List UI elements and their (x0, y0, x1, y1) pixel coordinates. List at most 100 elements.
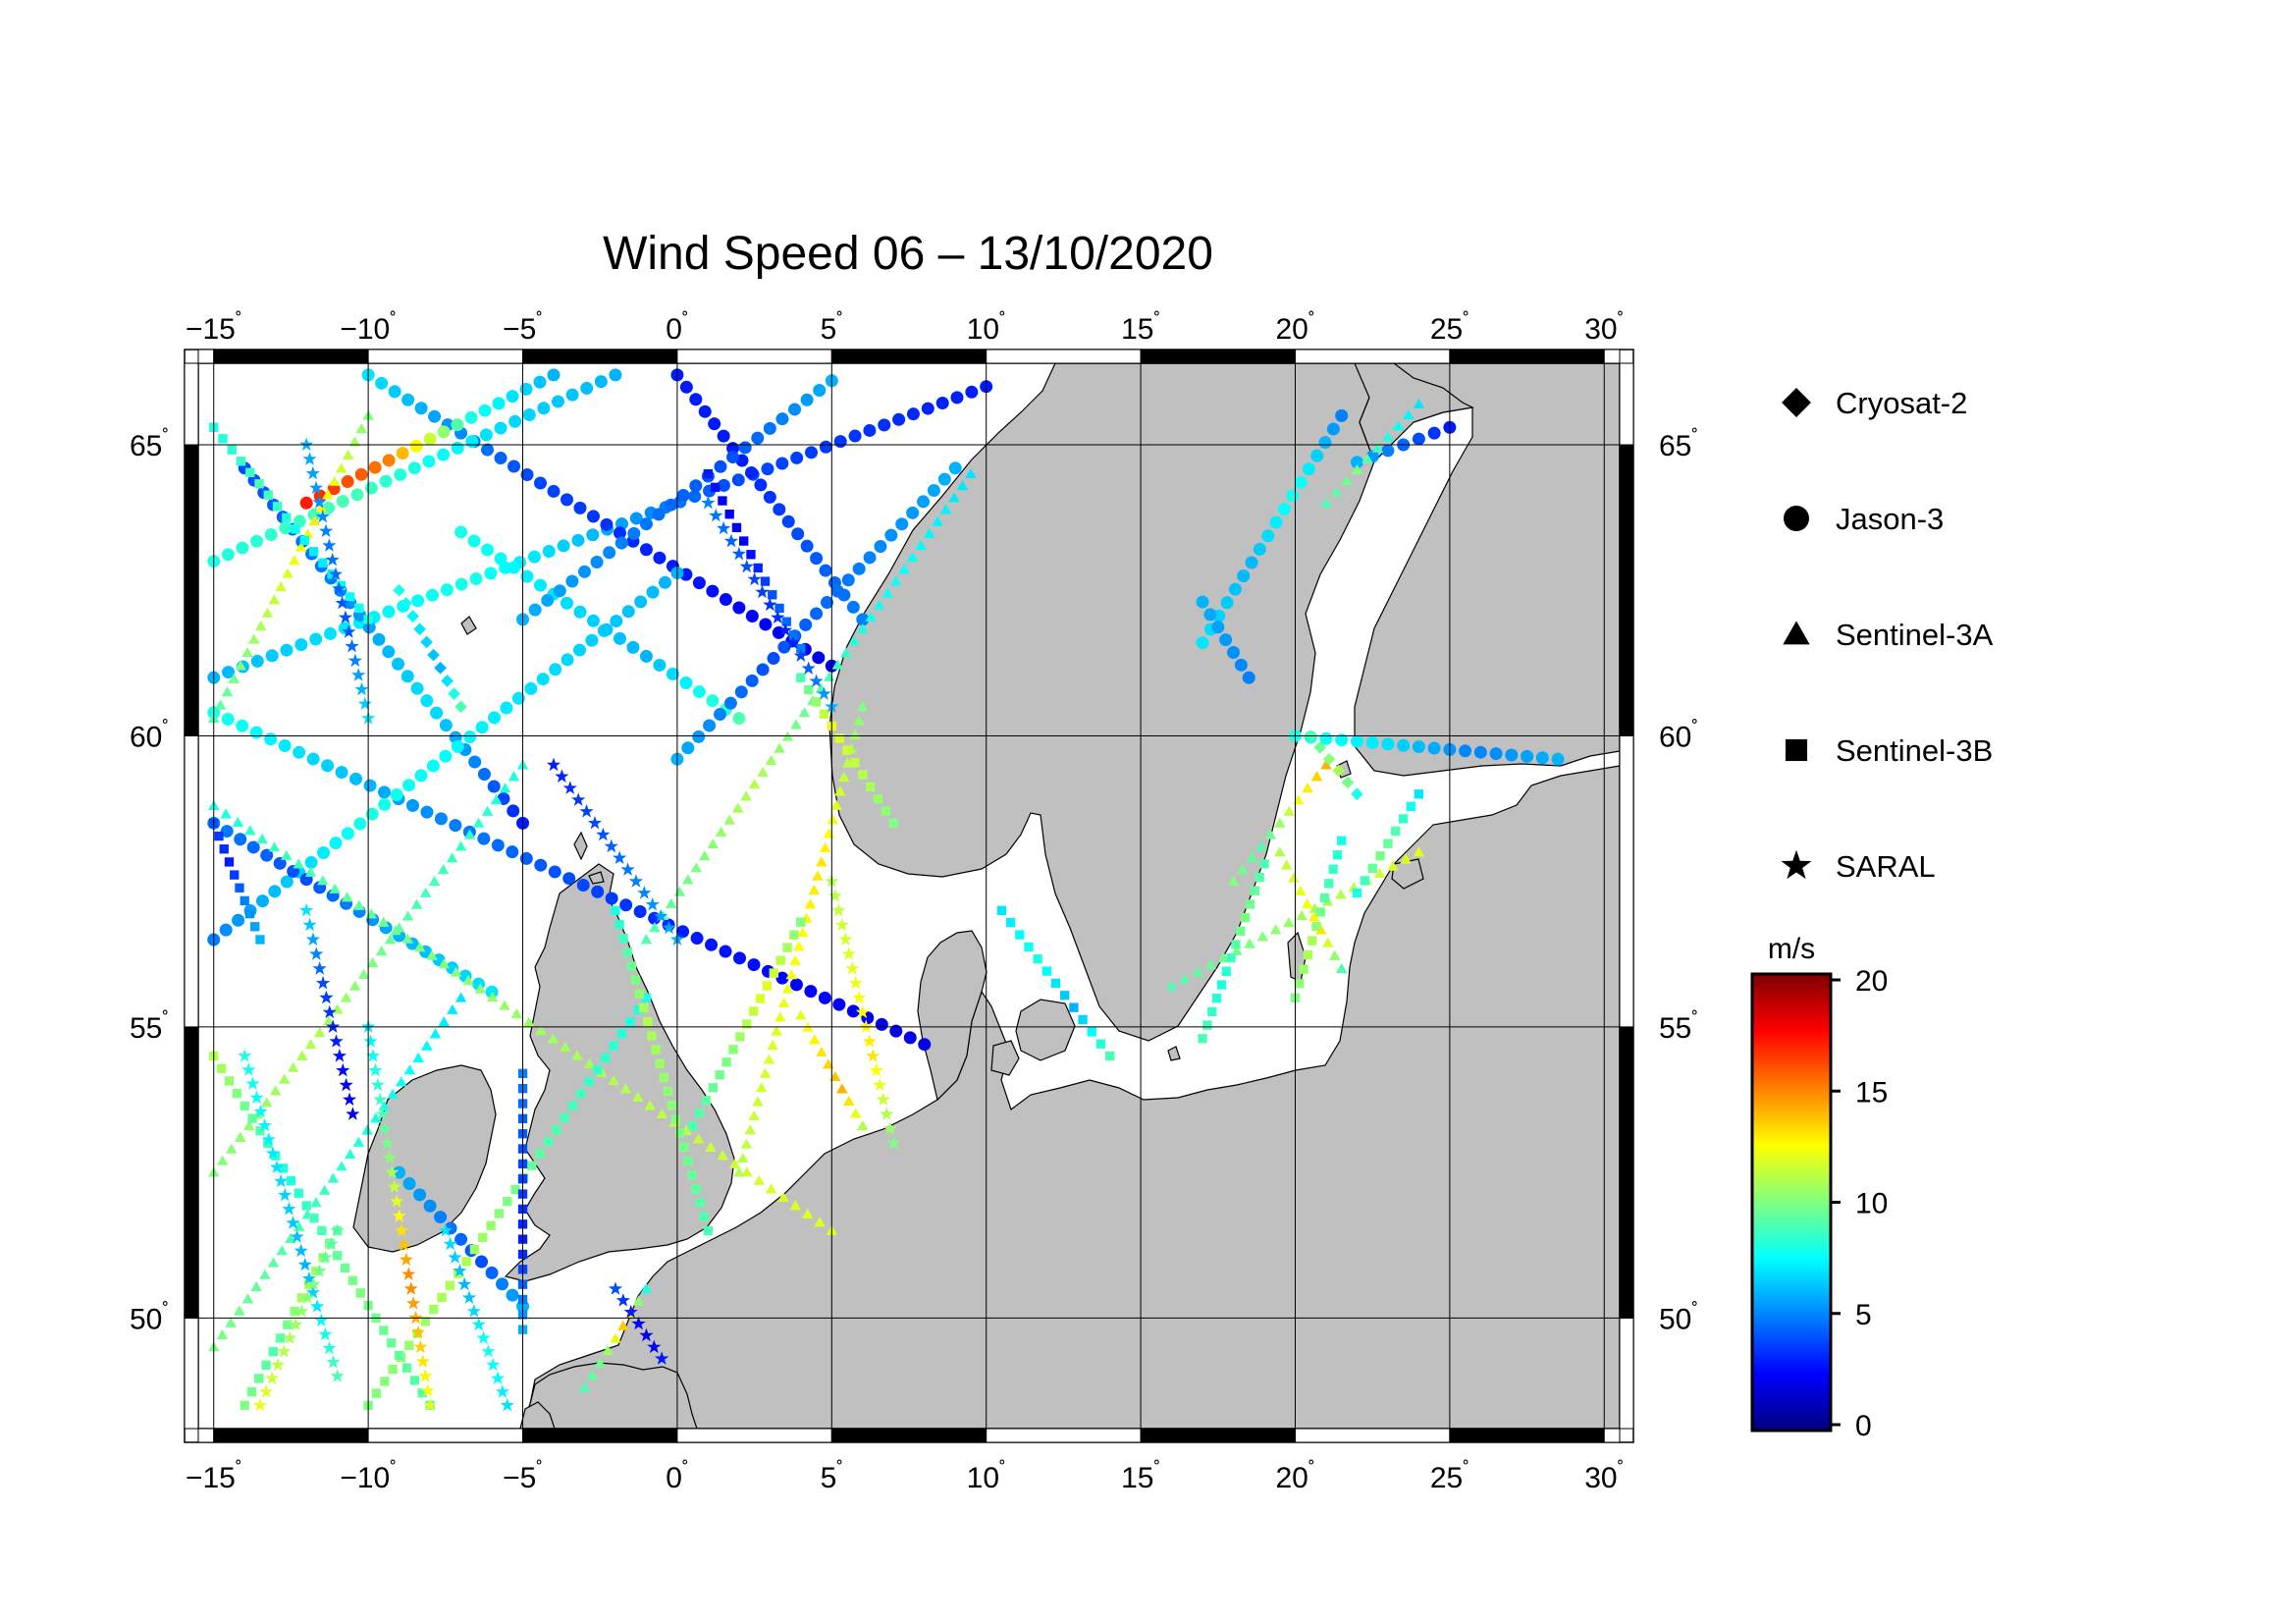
track-point-triangle (793, 941, 805, 951)
track-point-star (415, 1354, 430, 1368)
track-point-star (709, 508, 723, 522)
track-point-triangle (608, 1074, 619, 1086)
track-point-circle (414, 769, 428, 783)
track-point-star (848, 975, 863, 990)
track-point-circle (494, 552, 507, 566)
track-point-triangle (808, 884, 820, 895)
track-point-triangle (767, 1039, 778, 1051)
track-point-triangle (723, 814, 735, 825)
track-point-square (1319, 893, 1330, 903)
track-point-square (1041, 966, 1052, 976)
track-point-triangle (1308, 911, 1320, 922)
track-point-square (527, 1161, 537, 1170)
lon-tick-label: −10˚ (340, 310, 397, 346)
track-point-circle (534, 476, 548, 490)
track-point-square (1315, 907, 1325, 917)
track-point-triangle (728, 1158, 741, 1168)
track-point-star (747, 571, 762, 586)
track-point-star (855, 1004, 870, 1019)
track-point-triangle (315, 502, 328, 513)
track-point-star (701, 495, 716, 510)
track-point-circle (353, 817, 367, 831)
track-point-circle (507, 460, 521, 473)
track-point-triangle (242, 1119, 255, 1131)
colorbar-ticks: 0 5 10 15 20 (1831, 965, 1888, 1442)
track-point-square (255, 935, 265, 945)
track-point-square (263, 490, 273, 500)
track-point-circle (293, 745, 306, 759)
track-point-circle (528, 603, 542, 617)
track-point-triangle (736, 1152, 749, 1163)
track-point-circle (580, 381, 594, 395)
colorbar-tick-label: 0 (1855, 1410, 1872, 1442)
track-point-triangle (396, 1076, 407, 1087)
track-point-star (277, 1344, 292, 1358)
track-point-square (695, 1198, 705, 1208)
track-point-star (448, 1250, 462, 1264)
legend-item: SARAL (1781, 849, 1936, 884)
track-point-circle (299, 496, 313, 510)
track-point-circle (249, 726, 263, 739)
track-point-star (457, 1276, 472, 1291)
track-point-square (739, 536, 749, 546)
track-point-circle (863, 423, 877, 437)
track-point-triangle (462, 975, 474, 986)
track-point-circle (777, 640, 791, 654)
track-point-square (788, 630, 799, 640)
track-point-circle (714, 460, 727, 473)
track-point-star (620, 862, 635, 876)
track-point-square (244, 908, 255, 919)
track-point-triangle (707, 838, 720, 849)
frame-segment-bottom (197, 1428, 215, 1443)
track-point-circle (368, 460, 382, 474)
track-point-square (224, 857, 235, 867)
track-point-triangle (313, 1027, 326, 1038)
track-point-triangle (259, 1269, 271, 1279)
land-faroe (460, 616, 477, 635)
track-point-square (261, 1360, 271, 1370)
track-point-triangle (225, 1317, 237, 1327)
track-point-triangle (939, 504, 952, 514)
track-point-triangle (1165, 980, 1178, 991)
track-point-circle (846, 1004, 860, 1018)
track-point-square (1324, 879, 1334, 889)
track-point-star (801, 661, 816, 675)
track-point-circle (475, 1255, 489, 1269)
track-point-circle (906, 407, 920, 421)
track-point-square (659, 1072, 668, 1083)
track-point-star (365, 1049, 381, 1062)
track-point-square (268, 1346, 278, 1357)
track-point-circle (603, 546, 616, 560)
track-point-triangle (216, 1328, 229, 1340)
track-point-star (408, 1310, 423, 1325)
track-point-circle (413, 1188, 427, 1202)
track-point-star (466, 1304, 481, 1318)
track-point-circle (732, 951, 746, 965)
track-point-circle (400, 670, 414, 683)
track-point-square (708, 1083, 718, 1093)
track-point-triangle (318, 1184, 331, 1195)
track-point-circle (652, 508, 666, 521)
track-point-triangle (1310, 771, 1323, 782)
track-point-circle (903, 1031, 917, 1045)
track-point-triangle (640, 934, 653, 945)
track-point-triangle (1255, 840, 1267, 851)
track-point-star (322, 1340, 337, 1355)
track-point-circle (600, 517, 614, 531)
track-point-square (429, 1304, 439, 1315)
track-point-star (305, 1285, 321, 1299)
frame-segment-bottom (1140, 1428, 1296, 1443)
land-orkney (588, 871, 605, 885)
track-point-star (299, 437, 314, 452)
track-point-circle (390, 788, 403, 802)
legend-item-label: Jason-3 (1836, 502, 1944, 536)
track-point-triangle (481, 805, 494, 816)
track-point-diamond (1351, 787, 1363, 801)
track-point-circle (437, 448, 451, 461)
track-point-circle (477, 768, 491, 782)
track-point-circle (763, 490, 776, 504)
track-point-triangle (559, 1041, 571, 1053)
track-point-star (615, 1293, 630, 1307)
track-point-square (1198, 1034, 1207, 1044)
track-point-star (373, 1092, 388, 1107)
